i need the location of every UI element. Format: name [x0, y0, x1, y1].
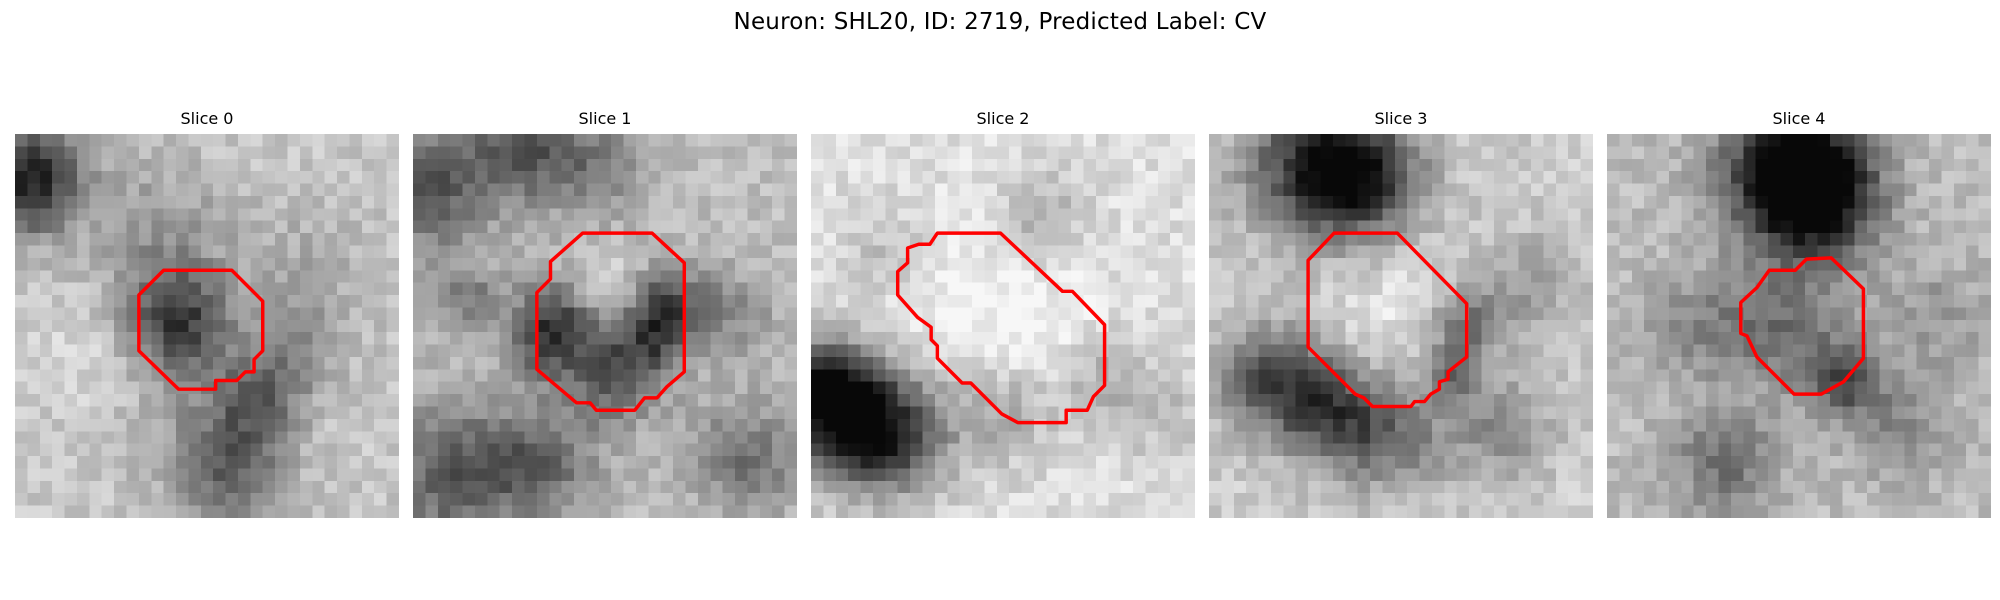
slice-image-0 [15, 134, 399, 518]
roi-outline-4 [1739, 256, 1866, 396]
roi-outline-2 [895, 231, 1107, 425]
slice-title-0: Slice 0 [180, 109, 234, 128]
roi-outline-0 [137, 268, 265, 391]
slice-image-2 [811, 134, 1195, 518]
roi-outline-1 [535, 231, 687, 412]
slice-title-1: Slice 1 [578, 109, 632, 128]
slice-title-2: Slice 2 [976, 109, 1030, 128]
slice-title-3: Slice 3 [1374, 109, 1428, 128]
roi-outline-3 [1306, 231, 1469, 409]
slice-title-4: Slice 4 [1772, 109, 1826, 128]
slice-image-3 [1209, 134, 1593, 518]
slice-image-4 [1607, 134, 1991, 518]
figure-title: Neuron: SHL20, ID: 2719, Predicted Label… [733, 9, 1267, 35]
slice-image-1 [413, 134, 797, 518]
